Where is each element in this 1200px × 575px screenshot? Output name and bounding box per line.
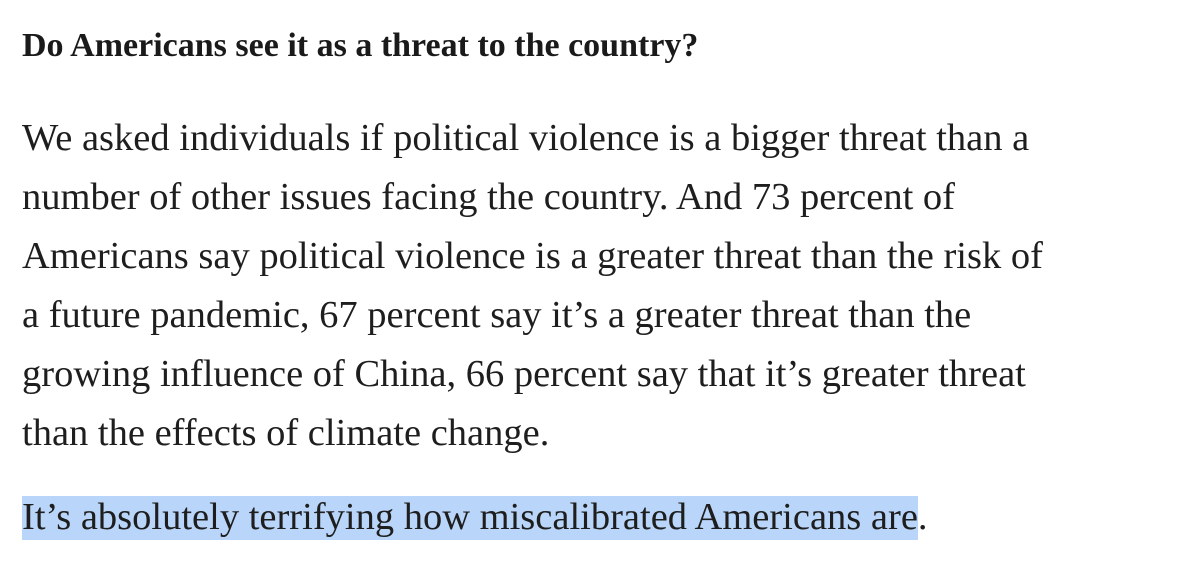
closing-sentence[interactable]: It’s absolutely terrifying how miscalibr… xyxy=(22,488,928,547)
paragraph-line: number of other issues facing the countr… xyxy=(22,176,956,218)
paragraph-line: than the effects of climate change. xyxy=(22,412,550,454)
paragraph-line: Americans say political violence is a gr… xyxy=(22,235,1043,277)
section-heading: Do Americans see it as a threat to the c… xyxy=(22,27,699,64)
paragraph-line: growing influence of China, 66 percent s… xyxy=(22,353,1026,395)
paragraph-line: We asked individuals if political violen… xyxy=(22,117,1030,159)
closing-period: . xyxy=(917,496,928,538)
text-selection-highlight[interactable]: It’s absolutely terrifying how miscalibr… xyxy=(22,496,918,540)
article-paragraph: We asked individuals if political violen… xyxy=(22,109,1043,463)
paragraph-line: a future pandemic, 67 percent say it’s a… xyxy=(22,294,972,336)
